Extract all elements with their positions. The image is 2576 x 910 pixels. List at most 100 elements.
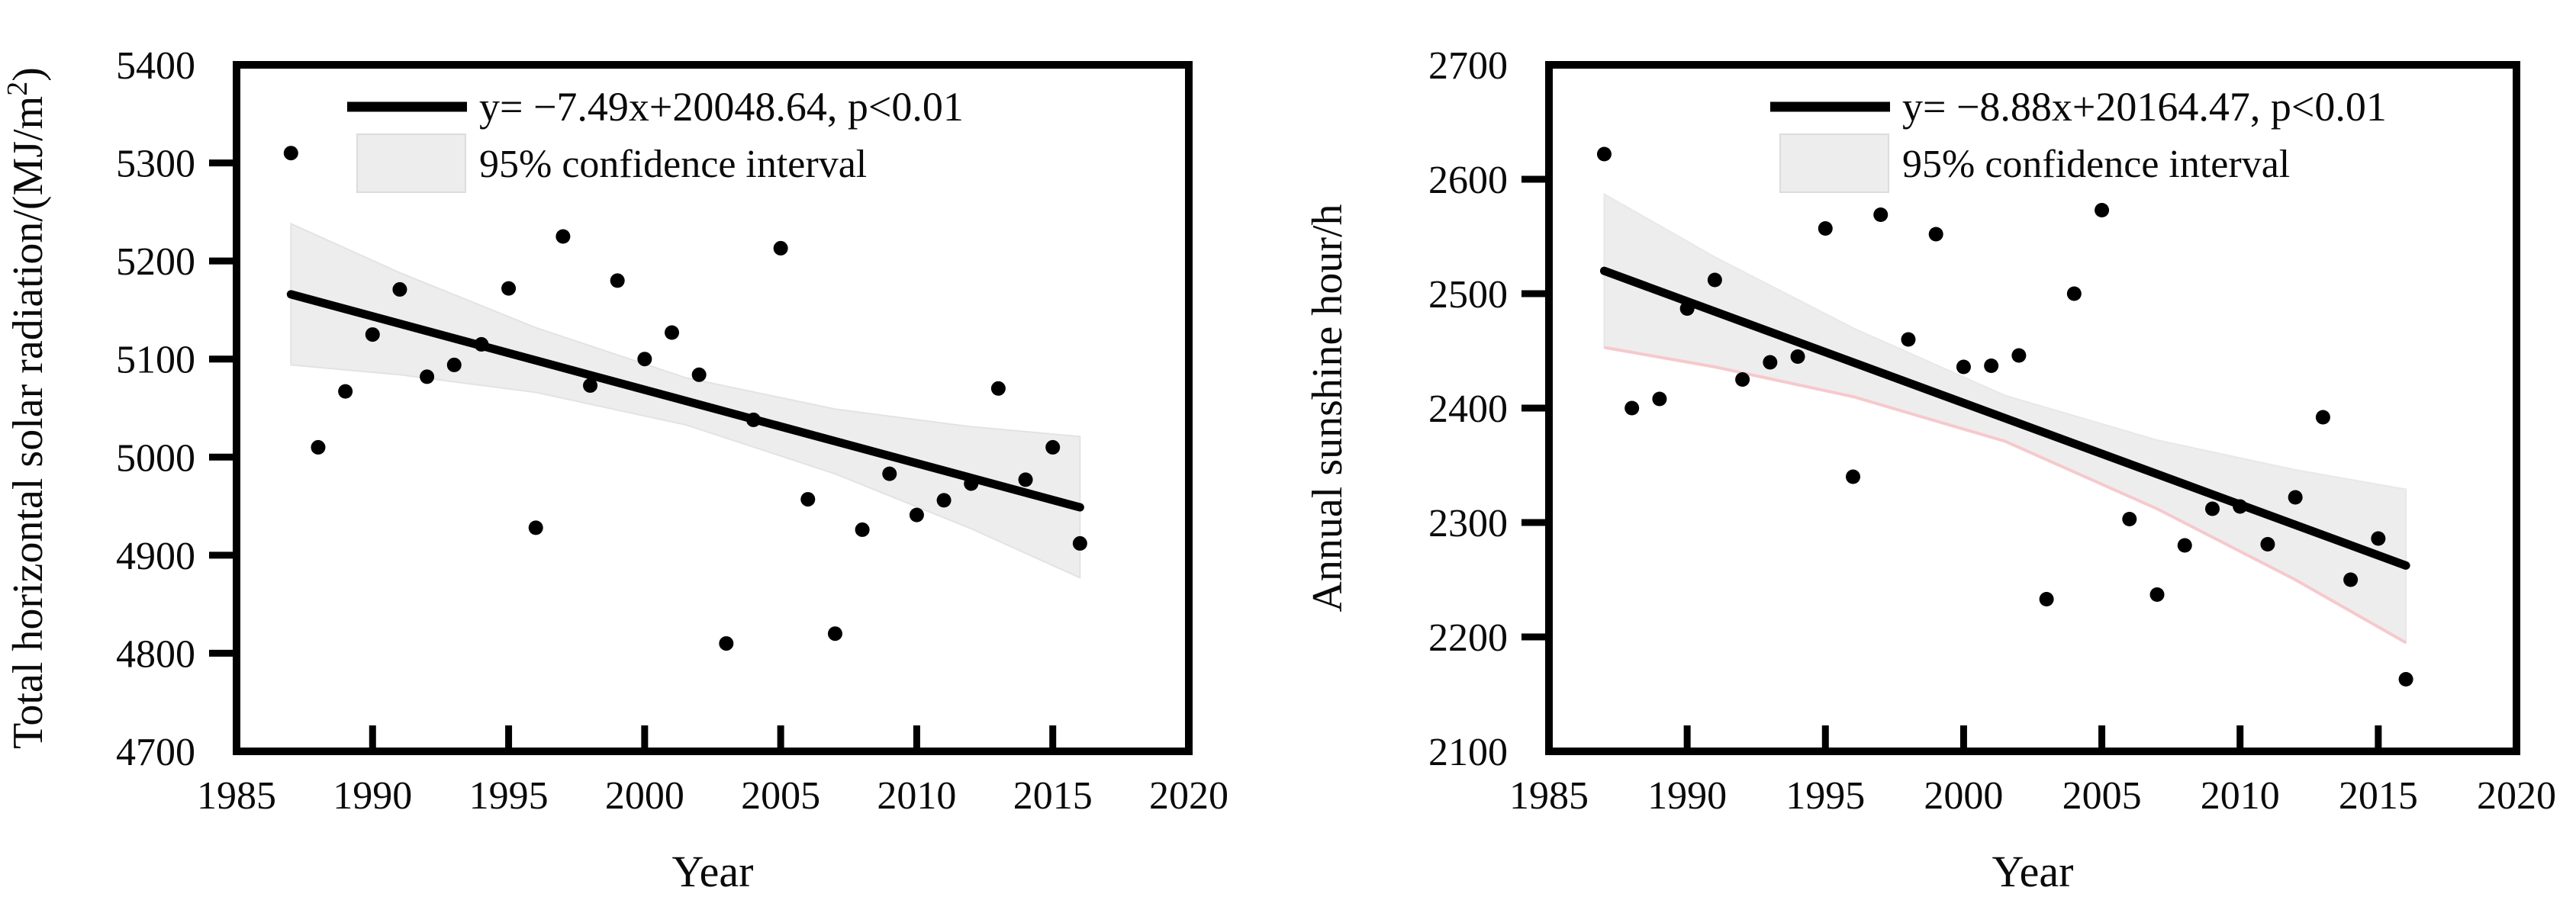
data-point bbox=[827, 626, 842, 642]
data-point bbox=[855, 522, 870, 537]
data-point bbox=[1846, 469, 1861, 484]
data-point bbox=[882, 466, 897, 481]
data-point bbox=[2149, 587, 2165, 602]
data-point bbox=[2260, 537, 2275, 551]
data-point bbox=[528, 520, 543, 535]
data-point bbox=[745, 412, 761, 427]
y-tick-label: 5100 bbox=[116, 339, 195, 382]
data-point bbox=[2039, 592, 2054, 606]
y-tick-label: 2600 bbox=[1428, 159, 1508, 202]
x-tick-label: 1985 bbox=[1509, 774, 1589, 818]
data-point bbox=[474, 336, 489, 352]
legend-equation: y= −7.49x+20048.64, p<0.01 bbox=[479, 84, 964, 130]
data-point bbox=[1901, 332, 1916, 347]
legend-band-label: 95% confidence interval bbox=[479, 143, 867, 186]
data-point bbox=[1735, 372, 1750, 387]
data-point bbox=[2177, 538, 2192, 553]
data-point bbox=[773, 240, 788, 256]
x-axis-title: Year bbox=[1992, 847, 2074, 896]
legend-band-label: 95% confidence interval bbox=[1902, 143, 2290, 186]
x-tick-label: 2010 bbox=[2201, 774, 2280, 818]
plot-border bbox=[233, 61, 1193, 755]
y-tick-label: 2200 bbox=[1428, 616, 1508, 660]
x-tick-label: 2020 bbox=[2477, 774, 2556, 818]
y-tick-label: 4900 bbox=[116, 535, 195, 578]
data-point bbox=[338, 384, 353, 399]
data-point bbox=[964, 476, 979, 491]
y-tick-label: 5000 bbox=[116, 436, 195, 480]
x-tick-label: 2005 bbox=[741, 774, 820, 818]
data-point bbox=[1072, 535, 1087, 551]
data-point bbox=[1652, 391, 1667, 407]
data-point bbox=[909, 507, 924, 523]
data-point bbox=[365, 327, 380, 342]
y-tick-label: 5400 bbox=[116, 44, 195, 88]
y-axis-title: Annual sunshine hour/h bbox=[1304, 204, 1351, 612]
y-tick-label: 2700 bbox=[1428, 44, 1508, 88]
trend-line bbox=[286, 290, 1084, 512]
y-tick-label: 2300 bbox=[1428, 502, 1508, 545]
y-tick-label: 2500 bbox=[1428, 273, 1508, 317]
x-tick-label: 1990 bbox=[1647, 774, 1727, 818]
data-point bbox=[1873, 207, 1889, 222]
data-point bbox=[2233, 499, 2248, 514]
data-point bbox=[1707, 272, 1722, 288]
data-point bbox=[800, 492, 816, 507]
data-point bbox=[2204, 501, 2220, 516]
y-tick-label: 5300 bbox=[116, 143, 195, 186]
data-point bbox=[1763, 355, 1778, 370]
x-tick-label: 1990 bbox=[333, 774, 412, 818]
data-point bbox=[311, 439, 326, 455]
data-point bbox=[1045, 439, 1061, 455]
data-point bbox=[2122, 512, 2137, 526]
data-point bbox=[1818, 221, 1833, 236]
data-point bbox=[990, 381, 1006, 396]
x-tick-label: 2015 bbox=[2339, 774, 2418, 818]
chart-left: 4700 4800 4900 5000 5100 5200 5300 5400 1985 1990… bbox=[2, 44, 1228, 896]
confidence-band-lower-edge bbox=[1604, 346, 2407, 645]
data-point bbox=[2315, 410, 2330, 425]
legend-equation: y= −8.88x+20164.47, p<0.01 bbox=[1902, 84, 2387, 130]
data-point bbox=[610, 273, 625, 288]
x-tick-label: 2000 bbox=[1924, 774, 2003, 818]
plot-area-left: 4700 4800 4900 5000 5100 5200 5300 5400 1985 1990… bbox=[116, 44, 1228, 818]
y-tick-label: 4800 bbox=[116, 632, 195, 676]
data-point bbox=[501, 281, 517, 296]
data-point bbox=[1596, 146, 1612, 162]
data-point bbox=[637, 352, 652, 367]
y-tick-label: 2400 bbox=[1428, 387, 1508, 431]
chart-right: 2100 2200 2300 2400 2500 2600 2700 1985 1990 1995… bbox=[1304, 44, 2556, 896]
x-tick-label: 1995 bbox=[1785, 774, 1865, 818]
plot-area-right: 2100 2200 2300 2400 2500 2600 2700 1985 1990 1995… bbox=[1428, 44, 2556, 818]
data-point bbox=[1956, 359, 1971, 375]
data-point bbox=[691, 367, 707, 382]
data-point bbox=[719, 636, 734, 651]
x-tick-label: 1985 bbox=[197, 774, 276, 818]
data-point bbox=[1984, 359, 1999, 373]
data-point bbox=[2011, 348, 2027, 363]
data-point bbox=[392, 281, 407, 297]
y-tick-label: 5200 bbox=[116, 240, 195, 284]
x-axis-title: Year bbox=[672, 847, 754, 896]
x-tick-label: 2000 bbox=[605, 774, 684, 818]
data-point bbox=[583, 378, 598, 393]
y-tick-label: 2100 bbox=[1428, 731, 1508, 774]
x-tick-label: 2010 bbox=[877, 774, 956, 818]
data-point bbox=[2066, 286, 2082, 301]
trend-line bbox=[1599, 266, 2410, 570]
x-tick-label: 2020 bbox=[1149, 774, 1228, 818]
data-point bbox=[420, 369, 435, 384]
legend-band-swatch bbox=[1779, 133, 1889, 193]
data-point bbox=[1928, 227, 1943, 242]
data-point bbox=[555, 229, 571, 244]
y-tick-label: 4700 bbox=[116, 731, 195, 774]
data-point bbox=[1790, 349, 1805, 364]
data-point bbox=[936, 493, 952, 508]
data-point bbox=[665, 325, 680, 340]
data-point bbox=[283, 146, 298, 161]
legend-band-swatch bbox=[356, 133, 466, 193]
y-axis-title: Total horizontal solar radiation/(MJ/m2) bbox=[2, 67, 52, 749]
x-tick-label: 2015 bbox=[1013, 774, 1093, 818]
